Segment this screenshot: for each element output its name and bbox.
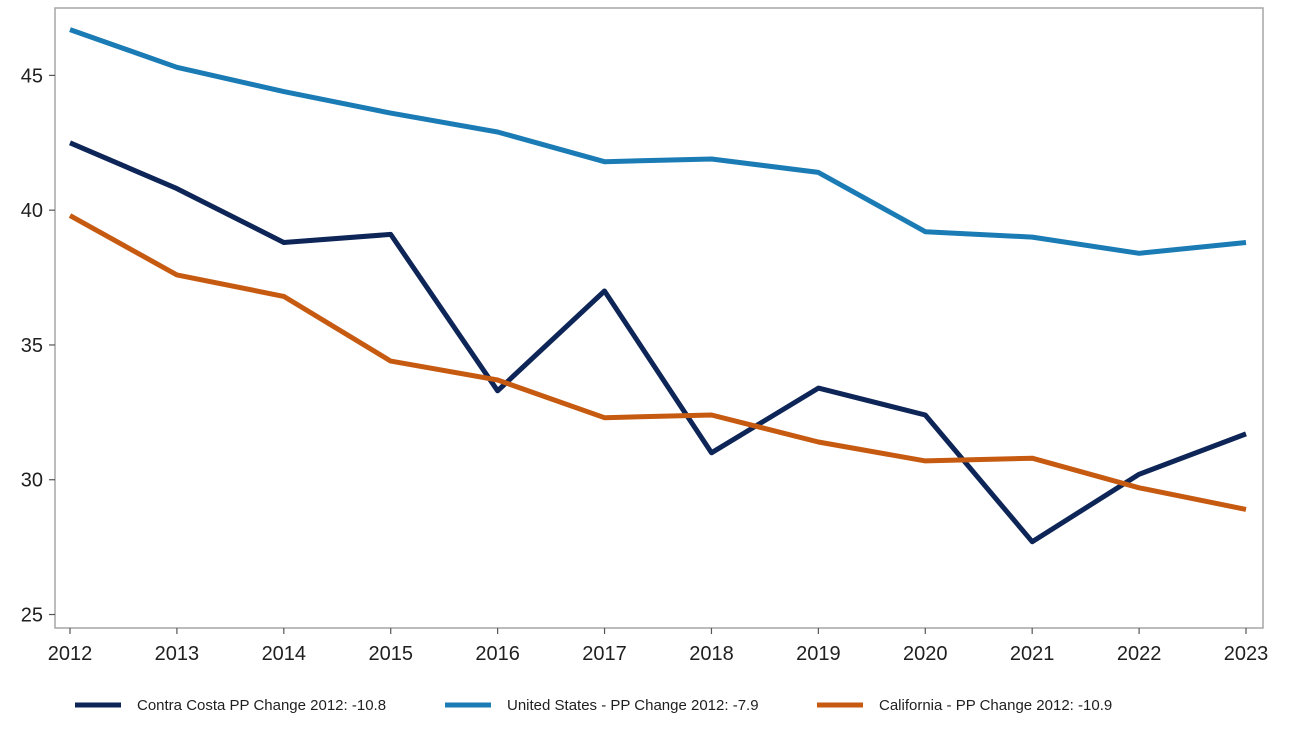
legend-item: Contra Costa PP Change 2012: -10.8	[75, 697, 386, 714]
x-tick-label: 2012	[48, 643, 93, 665]
y-tick-label: 40	[21, 200, 43, 222]
y-tick-label: 45	[21, 65, 43, 87]
legend-label: California - PP Change 2012: -10.9	[879, 697, 1112, 714]
y-axis: 25 30 35 40 45	[21, 65, 55, 627]
x-tick-label: 2020	[903, 643, 948, 665]
y-tick-label: 35	[21, 335, 43, 357]
x-tick-label: 2019	[796, 643, 841, 665]
x-tick-label: 2018	[689, 643, 734, 665]
x-tick-label: 2022	[1117, 643, 1162, 665]
series-lines	[68, 27, 1247, 545]
legend: Contra Costa PP Change 2012: -10.8 United…	[75, 697, 1112, 714]
y-tick-label: 25	[21, 605, 43, 627]
legend-label: United States - PP Change 2012: -7.9	[507, 697, 759, 714]
x-axis: 2012 2013 2014 2015 2016 2017 2018 2019 2020 2021…	[48, 628, 1269, 665]
x-tick-label: 2014	[262, 643, 307, 665]
legend-label: Contra Costa PP Change 2012: -10.8	[137, 697, 386, 714]
x-tick-label: 2015	[368, 643, 413, 665]
legend-item: California - PP Change 2012: -10.9	[817, 697, 1112, 714]
x-tick-label: 2017	[582, 643, 627, 665]
plot-frame	[54, 7, 1264, 629]
x-tick-label: 2016	[475, 643, 520, 665]
x-tick-label: 2021	[1010, 643, 1055, 665]
y-tick-label: 30	[21, 470, 43, 492]
series-line-2	[68, 213, 1247, 512]
x-tick-label: 2013	[155, 643, 200, 665]
x-tick-label: 2023	[1224, 643, 1269, 665]
series-line-1	[69, 27, 1247, 256]
series-line-0	[69, 140, 1247, 545]
legend-item: United States - PP Change 2012: -7.9	[445, 697, 759, 714]
